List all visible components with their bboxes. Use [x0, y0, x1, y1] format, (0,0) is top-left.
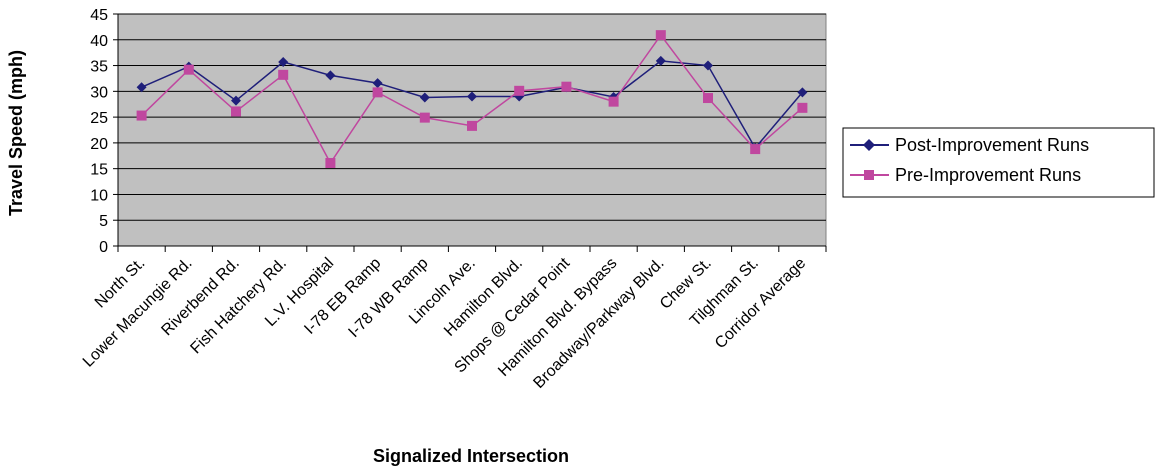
data-point	[278, 69, 289, 80]
data-point	[372, 87, 383, 98]
data-point	[467, 91, 477, 102]
legend-box	[842, 127, 1155, 198]
legend-item-post: Post-Improvement Runs	[850, 135, 1089, 155]
data-point	[467, 120, 477, 131]
y-tick-label: 35	[90, 59, 108, 76]
series-pre-improvement	[136, 30, 808, 168]
y-tick-label: 40	[90, 33, 108, 50]
y-tick-label: 30	[90, 84, 108, 101]
x-axis-title: Signalized Intersection	[373, 446, 569, 466]
legend: Post-Improvement Runs Pre-Improvement Ru…	[842, 127, 1155, 198]
data-point	[419, 92, 430, 103]
data-point	[183, 64, 194, 75]
data-point	[136, 110, 147, 121]
data-point	[750, 144, 761, 155]
data-point	[655, 30, 666, 41]
data-point	[797, 102, 808, 113]
legend-square-marker	[864, 170, 874, 180]
y-tick-label: 45	[90, 7, 108, 24]
y-tick-label: 25	[90, 110, 108, 127]
data-point	[372, 78, 383, 89]
legend-label-pre: Pre-Improvement Runs	[895, 165, 1081, 185]
data-point	[655, 55, 666, 66]
legend-label-post: Post-Improvement Runs	[895, 135, 1089, 155]
data-point	[608, 96, 619, 107]
y-tick-label: 20	[90, 136, 108, 153]
y-axis-ticks: 0 5 10 15 20 25 30 35 40 45	[90, 7, 118, 256]
data-point	[797, 87, 808, 98]
data-point	[231, 106, 241, 117]
data-point	[325, 157, 336, 168]
y-tick-label: 10	[90, 187, 108, 204]
x-axis-ticks: North St.Lower Macungie Rd.Riverbend Rd.…	[80, 246, 827, 392]
y-tick-label: 15	[90, 162, 108, 179]
legend-item-pre: Pre-Improvement Runs	[850, 165, 1081, 185]
data-point	[278, 56, 289, 67]
data-point	[419, 112, 430, 123]
data-point	[514, 85, 525, 96]
x-tick-label: Corridor Average	[712, 255, 809, 352]
data-point	[325, 70, 336, 81]
data-point	[231, 95, 241, 106]
legend-diamond-marker	[863, 139, 875, 151]
y-tick-label: 5	[99, 213, 108, 230]
data-point	[561, 81, 572, 92]
data-point	[703, 60, 713, 71]
y-tick-label: 0	[99, 239, 108, 256]
y-axis-title: Travel Speed (mph)	[6, 50, 26, 216]
data-point	[136, 82, 147, 93]
series-layer	[136, 30, 808, 168]
data-point	[703, 93, 713, 104]
